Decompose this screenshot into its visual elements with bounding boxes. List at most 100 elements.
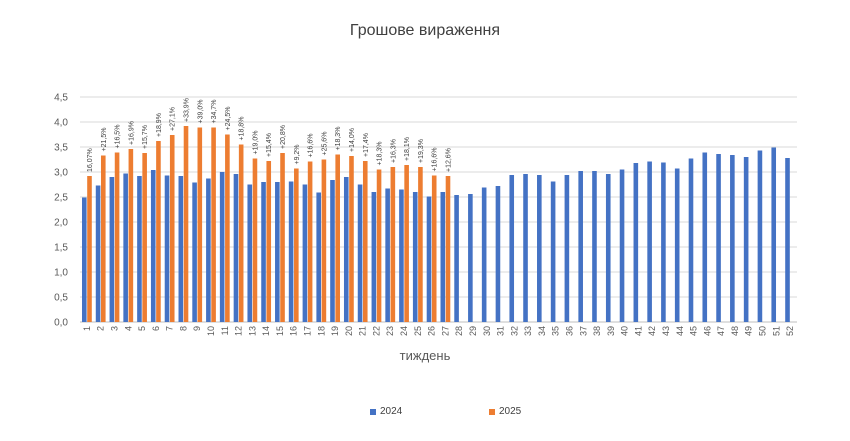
bar-2024-week-43	[661, 162, 666, 322]
x-tick-label: 47	[716, 326, 726, 336]
bar-2024-week-36	[564, 175, 570, 322]
x-tick-label: 14	[261, 326, 271, 336]
bar-2025-week-25	[418, 167, 423, 322]
x-tick-label: 22	[371, 326, 381, 336]
bar-2024-week-12	[233, 174, 239, 322]
legend-swatch-2025	[489, 408, 495, 415]
y-tick-label: 3,5	[54, 143, 68, 154]
bar-2024-week-35	[550, 181, 556, 322]
data-label: +18,3%	[377, 142, 384, 166]
bar-2025-week-17	[307, 161, 313, 322]
bar-2024-week-28	[454, 195, 459, 322]
bar-2024-week-32	[509, 175, 515, 322]
bar-2024-week-19	[330, 180, 335, 322]
bar-2025-week-13	[252, 158, 258, 322]
bar-2024-week-24	[399, 189, 404, 322]
x-tick-label: 43	[661, 326, 671, 336]
x-tick-label: 20	[344, 326, 354, 336]
y-tick-label: 1,5	[54, 243, 68, 254]
bar-2024-week-49	[743, 157, 749, 322]
bar-2025-week-19	[335, 154, 340, 322]
data-label: +20,8%	[280, 125, 287, 149]
bar-2024-week-44	[674, 168, 680, 322]
x-tick-label: 10	[206, 326, 216, 336]
data-label: +21,5%	[101, 128, 108, 152]
x-tick-label: 39	[606, 326, 616, 336]
data-label: +17,4%	[363, 133, 370, 157]
bar-2025-week-23	[390, 167, 396, 322]
x-tick-label: 29	[468, 326, 478, 336]
data-label: +14,0%	[349, 128, 356, 152]
x-tick-label: 30	[482, 326, 492, 336]
bar-2025-week-6	[156, 141, 161, 322]
bar-2025-week-27	[445, 176, 451, 322]
x-tick-label: 37	[578, 326, 588, 336]
bar-2024-week-2	[95, 185, 101, 322]
legend-label-2024: 2024	[380, 406, 403, 417]
bar-2025-week-20	[349, 156, 354, 322]
data-label: +34,7%	[211, 100, 218, 124]
data-label: +16,9%	[128, 121, 135, 145]
x-tick-label: 18	[316, 326, 326, 336]
data-label: +16,3%	[390, 139, 397, 163]
bar-2025-week-8	[183, 126, 189, 322]
bar-2025-week-5	[142, 153, 147, 322]
x-tick-label: 33	[523, 326, 533, 336]
x-tick-label: 31	[496, 326, 506, 336]
data-label: +15,4%	[266, 133, 273, 157]
bar-2024-week-6	[150, 170, 156, 322]
x-tick-label: 19	[330, 326, 340, 336]
bar-2024-week-47	[716, 154, 721, 322]
bar-2024-week-11	[219, 172, 225, 322]
bar-2025-week-18	[321, 159, 327, 322]
bar-2025-week-14	[266, 161, 272, 322]
x-tick-label: 38	[592, 326, 602, 336]
bar-2024-week-41	[633, 163, 639, 322]
bar-2024-week-51	[771, 147, 777, 322]
data-label: +18,3%	[335, 127, 342, 151]
bar-2024-week-48	[730, 155, 735, 322]
y-tick-label: 4,0	[54, 118, 68, 129]
x-tick-label: 50	[758, 326, 768, 336]
y-tick-label: 2,5	[54, 193, 68, 204]
y-tick-label: 1,0	[54, 268, 68, 279]
data-labels: 16,07% +21,5% +16,5% +16,9% +15,7% +18,9% +27,…	[87, 98, 453, 172]
bar-2025-week-1	[87, 176, 92, 322]
x-tick-label: 51	[771, 326, 781, 336]
data-label: +15,7%	[142, 125, 149, 149]
x-tick-label: 13	[247, 326, 257, 336]
bar-2024-week-18	[316, 192, 321, 322]
bar-2025-week-11	[225, 134, 230, 322]
bar-2024-week-26	[426, 196, 432, 322]
bar-2025-week-12	[238, 144, 244, 322]
y-tick-label: 3,0	[54, 168, 68, 179]
x-tick-label: 6	[151, 326, 161, 331]
bar-2024-week-30	[481, 187, 487, 322]
bar-2024-week-46	[702, 152, 708, 322]
bar-2025-week-4	[128, 149, 134, 322]
bar-2024-week-15	[275, 182, 280, 322]
bar-2024-week-23	[385, 188, 390, 322]
x-tick-label: 28	[454, 326, 464, 336]
x-tick-label: 11	[220, 326, 230, 335]
data-label: +16,6%	[432, 148, 439, 172]
x-tick-label: 23	[385, 326, 395, 336]
x-tick-label: 35	[551, 326, 561, 336]
x-tick-label: 24	[399, 326, 409, 336]
data-label: +12,6%	[445, 148, 452, 172]
bars	[81, 126, 790, 322]
bar-2024-week-5	[137, 176, 142, 322]
x-tick-label: 21	[358, 326, 368, 336]
bar-2024-week-22	[371, 192, 377, 322]
bar-2024-week-16	[288, 181, 294, 322]
x-tick-label: 48	[730, 326, 740, 336]
bar-2024-week-21	[357, 184, 363, 322]
bar-2024-week-25	[412, 192, 418, 322]
x-tick-label: 36	[564, 326, 574, 336]
bar-2024-week-4	[123, 173, 128, 322]
x-tick-label: 27	[440, 326, 450, 336]
bar-2025-week-24	[404, 165, 409, 322]
bar-2024-week-52	[785, 158, 790, 322]
bar-2024-week-13	[247, 184, 253, 322]
